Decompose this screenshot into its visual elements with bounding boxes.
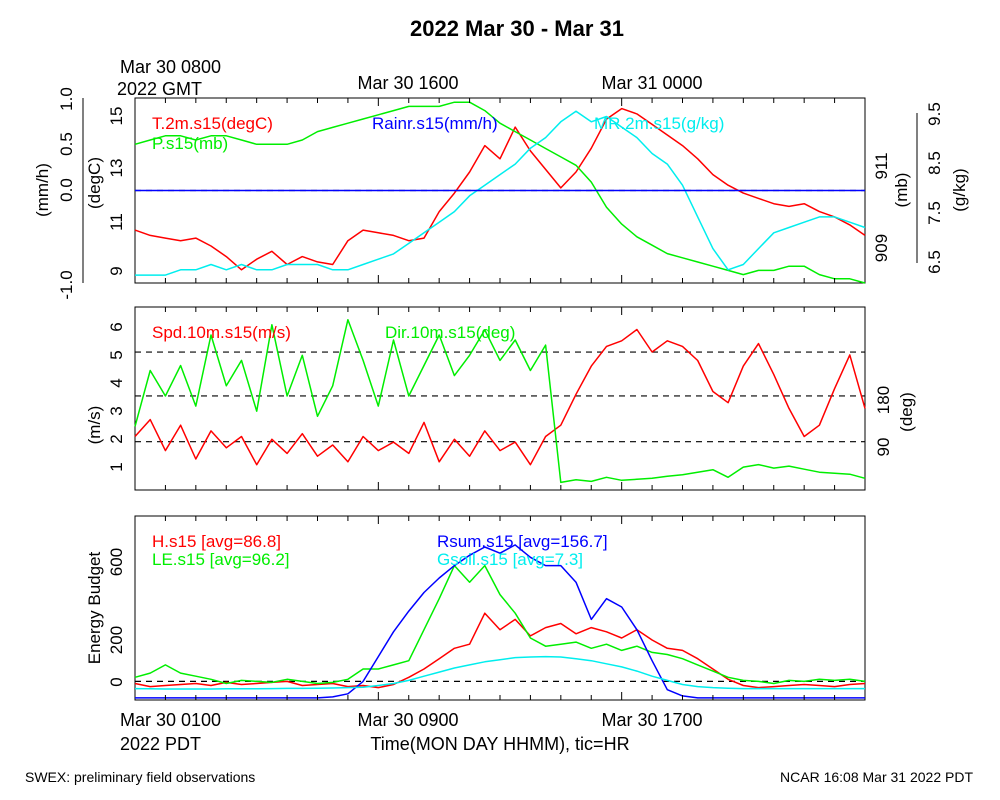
spd-tick-label: 4 bbox=[107, 378, 126, 387]
x-tick-marks bbox=[164, 98, 836, 700]
temp-tick-label: 11 bbox=[107, 213, 126, 231]
spd-tick-label: 5 bbox=[107, 350, 126, 359]
spd-axis-title: (m/s) bbox=[85, 406, 104, 445]
legend-temperature: T.2m.s15(degC) bbox=[152, 114, 273, 133]
mr-tick-label: 6.5 bbox=[925, 250, 944, 274]
spd-tick-label: 3 bbox=[107, 406, 126, 415]
bottom-axis-start-label-line2: 2022 PDT bbox=[120, 734, 201, 754]
energy-axis-ticks: 0 200 600 bbox=[107, 548, 126, 687]
legend-wind-direction: Dir.10m.s15(deg) bbox=[385, 323, 515, 342]
footer-left: SWEX: preliminary field observations bbox=[25, 769, 255, 785]
top-panel-series bbox=[134, 101, 866, 284]
top-axis-tick-label-0000: Mar 31 0000 bbox=[601, 73, 702, 93]
bottom-axis-tick-label-1700: Mar 30 1700 bbox=[601, 710, 702, 730]
temp-tick-label: 15 bbox=[107, 107, 126, 126]
bottom-series-le-s15 bbox=[134, 564, 866, 685]
spd-tick-label: 6 bbox=[107, 322, 126, 331]
top-axis-start-label-line2: 2022 GMT bbox=[117, 79, 202, 99]
pres-axis-title: (mb) bbox=[892, 173, 911, 208]
temp-axis-title: (degC) bbox=[85, 157, 104, 209]
energy-tick-label: 0 bbox=[107, 677, 126, 686]
middle-panel-series bbox=[134, 318, 866, 484]
rain-axis-ticks: -1.0 0.0 0.5 1.0 bbox=[57, 87, 76, 299]
rain-tick-label: 1.0 bbox=[57, 87, 76, 111]
temp-tick-label: 13 bbox=[107, 159, 126, 178]
dir-axis-title: (deg) bbox=[897, 392, 916, 432]
mr-axis-ticks: 6.5 7.5 8.5 9.5 bbox=[925, 102, 944, 274]
middle-series-spd-10m-s15 bbox=[134, 328, 866, 466]
rain-tick-label: 0.5 bbox=[57, 132, 76, 156]
footer-right: NCAR 16:08 Mar 31 2022 PDT bbox=[780, 769, 973, 785]
legend-sensible-heat: H.s15 [avg=86.8] bbox=[152, 532, 281, 551]
energy-tick-label: 200 bbox=[107, 626, 126, 654]
pres-tick-label: 909 bbox=[872, 234, 891, 262]
top-series-p-s15 bbox=[134, 101, 866, 284]
bottom-series-gsoil-s15 bbox=[134, 655, 865, 690]
bottom-series-h-s15 bbox=[134, 612, 866, 689]
dir-axis-ticks: 90 180 bbox=[874, 386, 893, 457]
spd-axis-ticks: 1 2 3 4 5 6 bbox=[107, 322, 126, 471]
top-axis-start-label-line1: Mar 30 0800 bbox=[120, 57, 221, 77]
spd-tick-label: 2 bbox=[107, 434, 126, 443]
chart-title: 2022 Mar 30 - Mar 31 bbox=[410, 16, 624, 41]
top-series-mr-2m-s15 bbox=[135, 110, 866, 276]
bottom-axis-tick-label-0900: Mar 30 0900 bbox=[357, 710, 458, 730]
temp-tick-label: 9 bbox=[107, 266, 126, 275]
dir-tick-label: 180 bbox=[874, 386, 893, 414]
legend-wind-speed: Spd.10m.s15(m/s) bbox=[152, 323, 291, 342]
legend-pressure: P.s15(mb) bbox=[152, 134, 228, 153]
mr-tick-label: 8.5 bbox=[925, 151, 944, 175]
mr-tick-label: 7.5 bbox=[925, 201, 944, 225]
middle-series-dir-10m-s15 bbox=[134, 318, 866, 484]
spd-tick-label: 1 bbox=[107, 462, 126, 471]
legend-latent-heat: LE.s15 [avg=96.2] bbox=[152, 550, 290, 569]
top-series-t-2m-s15 bbox=[134, 107, 866, 271]
pres-axis-ticks: 909 911 bbox=[872, 152, 891, 262]
temp-axis-ticks: 9 11 13 15 bbox=[107, 107, 126, 276]
legend-soil-heat: Gsoil.s15 [avg=7.3] bbox=[437, 550, 583, 569]
legend-radiation-sum: Rsum.s15 [avg=156.7] bbox=[437, 532, 608, 551]
rain-tick-label: -1.0 bbox=[57, 270, 76, 299]
energy-axis-title: Energy Budget bbox=[85, 551, 104, 664]
energy-tick-label: 600 bbox=[107, 548, 126, 576]
mr-axis-title: (g/kg) bbox=[950, 168, 969, 211]
legend-mixing-ratio: MR.2m.s15(g/kg) bbox=[594, 114, 724, 133]
bottom-axis-start-label-line1: Mar 30 0100 bbox=[120, 710, 221, 730]
x-axis-title: Time(MON DAY HHMM), tic=HR bbox=[370, 734, 629, 754]
dir-tick-label: 90 bbox=[874, 438, 893, 457]
rain-axis-title: (mm/h) bbox=[33, 163, 52, 217]
top-axis-tick-label-1600: Mar 30 1600 bbox=[357, 73, 458, 93]
rain-tick-label: 0.0 bbox=[57, 178, 76, 202]
legend-rain-rate: Rainr.s15(mm/h) bbox=[372, 114, 498, 133]
pres-tick-label: 911 bbox=[872, 152, 891, 179]
mr-tick-label: 9.5 bbox=[925, 102, 944, 126]
